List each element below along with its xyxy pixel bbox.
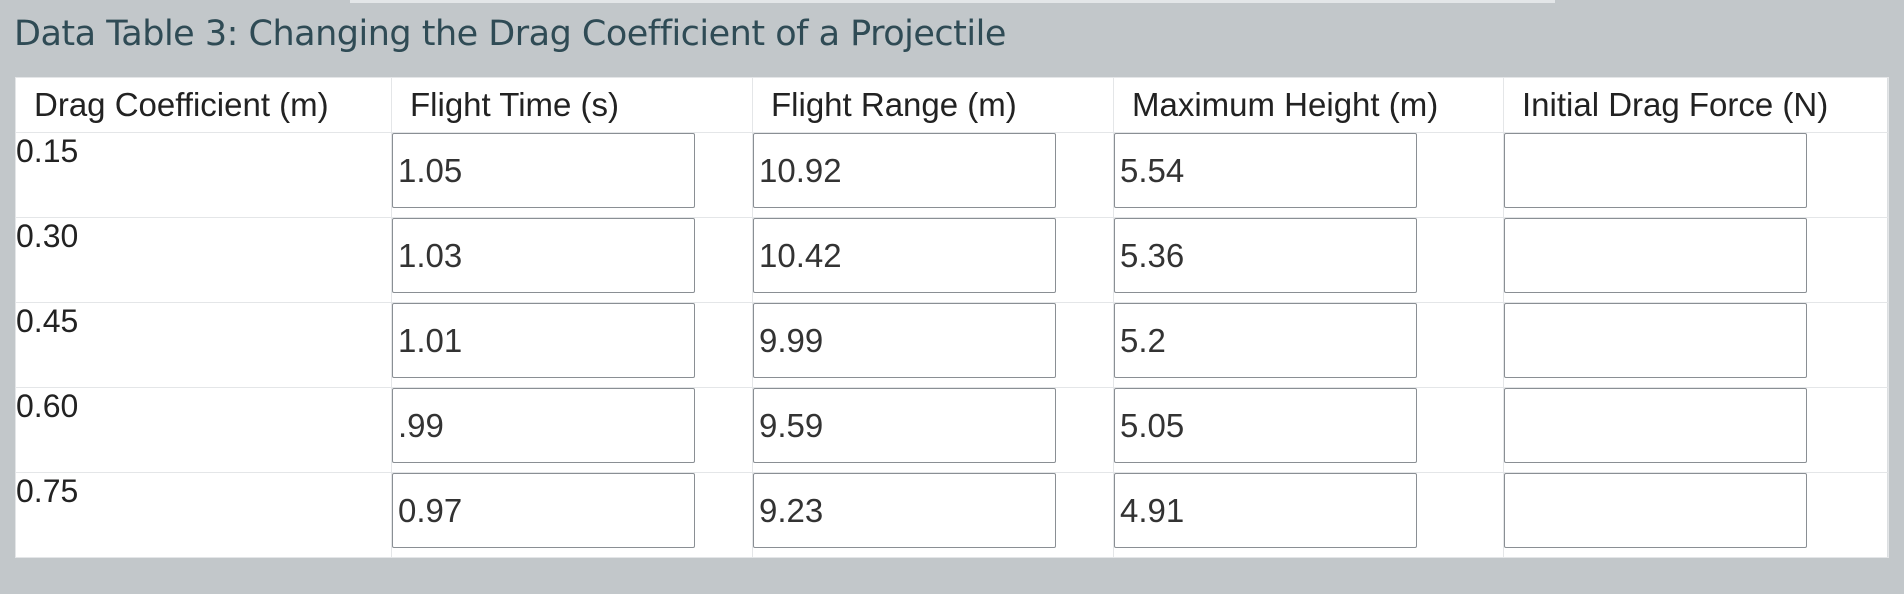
flight-range-input[interactable] — [753, 133, 1056, 208]
flight-time-input[interactable] — [392, 218, 695, 293]
table-row: 0.15 — [15, 132, 1889, 218]
max-height-input[interactable] — [1114, 303, 1417, 378]
flight-time-input[interactable] — [392, 473, 695, 548]
table-header-row: Drag Coefficient (m) Flight Time (s) Fli… — [15, 77, 1889, 133]
flight-time-cell — [391, 387, 753, 473]
flight-range-cell — [752, 387, 1114, 473]
drag-force-input[interactable] — [1504, 473, 1807, 548]
drag-force-cell — [1503, 132, 1889, 218]
bottom-edge-strip — [0, 558, 1904, 594]
table-row: 0.75 — [15, 472, 1889, 558]
data-table-container: Drag Coefficient (m) Flight Time (s) Fli… — [15, 77, 1889, 558]
flight-range-input[interactable] — [753, 388, 1056, 463]
flight-time-input[interactable] — [392, 388, 695, 463]
max-height-input[interactable] — [1114, 473, 1417, 548]
flight-time-cell — [391, 472, 753, 558]
max-height-cell — [1113, 302, 1504, 388]
max-height-cell — [1113, 132, 1504, 218]
drag-force-cell — [1503, 302, 1889, 388]
drag-force-input[interactable] — [1504, 303, 1807, 378]
drag-force-cell — [1503, 217, 1889, 303]
max-height-input[interactable] — [1114, 388, 1417, 463]
header-maximum-height: Maximum Height (m) — [1113, 77, 1504, 133]
drag-force-input[interactable] — [1504, 133, 1807, 208]
flight-time-cell — [391, 132, 753, 218]
flight-time-cell — [391, 217, 753, 303]
drag-coefficient-cell: 0.45 — [15, 302, 392, 388]
header-flight-range: Flight Range (m) — [752, 77, 1114, 133]
table-row: 0.30 — [15, 217, 1889, 303]
drag-force-input[interactable] — [1504, 388, 1807, 463]
drag-coefficient-cell: 0.30 — [15, 217, 392, 303]
flight-range-cell — [752, 217, 1114, 303]
max-height-cell — [1113, 387, 1504, 473]
drag-force-cell — [1503, 387, 1889, 473]
header-initial-drag-force: Initial Drag Force (N) — [1503, 77, 1889, 133]
max-height-cell — [1113, 472, 1504, 558]
flight-range-input[interactable] — [753, 218, 1056, 293]
drag-force-cell — [1503, 472, 1889, 558]
max-height-input[interactable] — [1114, 218, 1417, 293]
flight-time-input[interactable] — [392, 303, 695, 378]
table-row: 0.45 — [15, 302, 1889, 388]
flight-range-cell — [752, 132, 1114, 218]
flight-time-cell — [391, 302, 753, 388]
max-height-input[interactable] — [1114, 133, 1417, 208]
flight-range-cell — [752, 302, 1114, 388]
drag-force-input[interactable] — [1504, 218, 1807, 293]
page-title: Data Table 3: Changing the Drag Coeffici… — [14, 14, 1006, 54]
max-height-cell — [1113, 217, 1504, 303]
header-drag-coefficient: Drag Coefficient (m) — [15, 77, 392, 133]
flight-range-input[interactable] — [753, 473, 1056, 548]
table-row: 0.60 — [15, 387, 1889, 473]
flight-range-cell — [752, 472, 1114, 558]
drag-coefficient-cell: 0.75 — [15, 472, 392, 558]
drag-coefficient-cell: 0.60 — [15, 387, 392, 473]
drag-coefficient-cell: 0.15 — [15, 132, 392, 218]
data-table: Drag Coefficient (m) Flight Time (s) Fli… — [15, 77, 1889, 558]
flight-time-input[interactable] — [392, 133, 695, 208]
flight-range-input[interactable] — [753, 303, 1056, 378]
top-edge-strip — [350, 0, 1555, 3]
header-flight-time: Flight Time (s) — [391, 77, 753, 133]
